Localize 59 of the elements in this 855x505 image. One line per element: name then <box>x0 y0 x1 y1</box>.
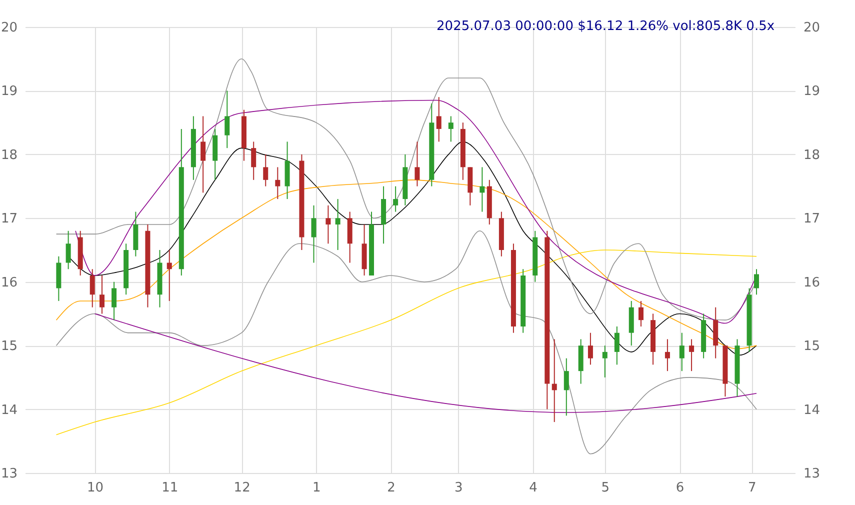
candlestick <box>614 326 620 366</box>
candlestick <box>679 332 684 372</box>
candlestick <box>335 198 340 250</box>
candlestick <box>414 141 420 187</box>
y2-tick-label: 13 <box>804 466 820 482</box>
y2-tick-label: 17 <box>804 212 820 227</box>
y2-tick-label: 14 <box>804 402 820 418</box>
y-tick-label: 13 <box>0 466 18 482</box>
line-series <box>94 313 757 413</box>
x-tick-label: 11 <box>162 480 178 496</box>
candlestick <box>275 166 280 200</box>
y2-tick-label: 19 <box>804 84 820 100</box>
candlestick <box>664 338 670 372</box>
candlestick <box>224 90 230 149</box>
candlestick <box>166 250 172 302</box>
annotation: 2025.07.03 00:00:00 $16.12 1.26% vol:805.8K 0.5x <box>436 19 775 34</box>
line-series <box>56 180 757 350</box>
y2-tick-label: 20 <box>804 20 820 36</box>
candlestick <box>754 268 759 296</box>
y2-tick-label: 18 <box>804 148 820 163</box>
candlestick <box>638 300 644 327</box>
candlestick <box>326 204 331 244</box>
x-tick-label: 5 <box>601 480 610 496</box>
candlestick <box>393 186 398 212</box>
candlestick <box>311 204 316 264</box>
x-tick-label: 7 <box>748 480 756 496</box>
candlestick <box>90 268 95 308</box>
candlestick <box>100 274 104 314</box>
y-tick-label: 17 <box>0 212 18 227</box>
candlestick <box>112 281 117 321</box>
y-tick-label: 15 <box>0 339 18 354</box>
x-tick-label: 12 <box>234 480 250 496</box>
x-tick-label: 6 <box>676 480 684 496</box>
candlestick <box>200 116 206 194</box>
x-tick-label: 4 <box>529 480 538 496</box>
x-tick-label: 2 <box>387 480 396 496</box>
candlestick <box>552 338 557 423</box>
candlestick <box>436 96 442 142</box>
candlestick <box>251 141 256 180</box>
x-tick-label: 3 <box>454 480 463 496</box>
candlestick <box>448 116 454 142</box>
y-tick-label: 20 <box>0 20 18 36</box>
y-tick-label: 19 <box>0 84 18 100</box>
line-series <box>56 230 757 454</box>
x-tick-label: 10 <box>87 480 104 496</box>
y2-tick-label: 16 <box>804 275 820 290</box>
line-series <box>56 250 757 436</box>
candlestick <box>480 166 485 212</box>
candlestick <box>263 154 268 187</box>
y2-tick-label: 15 <box>804 339 820 354</box>
y-tick-label: 14 <box>0 402 18 418</box>
candlestick <box>588 332 593 366</box>
candlestick <box>602 345 608 378</box>
x-tick-label: 1 <box>312 480 321 496</box>
y-tick-label: 16 <box>0 275 18 290</box>
candlestick <box>66 230 71 270</box>
candlestick <box>564 358 569 416</box>
y-tick-label: 18 <box>0 148 18 163</box>
candlestick <box>689 338 694 372</box>
